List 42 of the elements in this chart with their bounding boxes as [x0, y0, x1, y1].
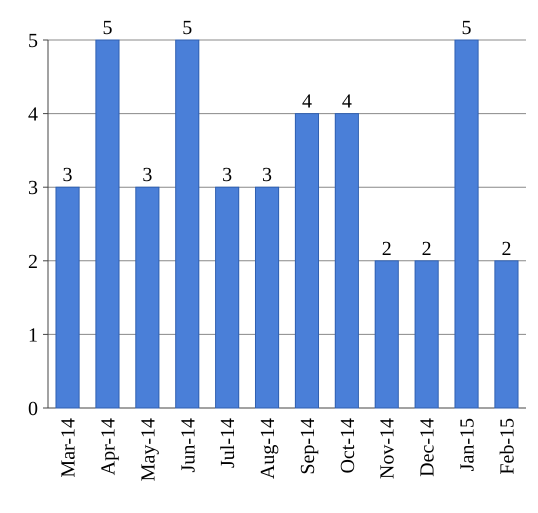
y-tick-label: 0: [28, 398, 38, 420]
x-tick-label: Jun-14: [177, 418, 200, 472]
data-label: 3: [142, 164, 152, 186]
data-label: 3: [62, 164, 73, 186]
y-tick-label: 5: [28, 30, 38, 52]
x-tick-label: Feb-15: [496, 418, 518, 475]
x-tick-label: Aug-14: [257, 418, 280, 480]
x-tick-label: Jan-15: [456, 418, 479, 472]
bar: [55, 186, 80, 408]
bar: [374, 260, 399, 408]
data-label: 5: [182, 17, 192, 39]
data-label: 3: [222, 164, 232, 186]
x-tick-label: May-14: [137, 418, 160, 482]
x-tick-label: Oct-14: [336, 418, 359, 474]
data-label: 4: [342, 90, 352, 113]
x-tick-label: Nov-14: [376, 418, 399, 480]
data-label: 4: [302, 90, 312, 113]
bar: [254, 186, 280, 408]
data-label: 5: [102, 17, 112, 39]
bar: [294, 113, 320, 408]
bar: [494, 260, 519, 408]
y-tick-label: 2: [28, 250, 38, 273]
x-tick-label: Apr-14: [97, 418, 120, 476]
y-tick-label: 1: [28, 324, 38, 346]
x-tick-label: Sep-14: [296, 418, 319, 475]
data-label: 3: [262, 164, 272, 186]
bar: [454, 40, 479, 408]
data-label: 2: [382, 238, 392, 260]
data-label: 5: [462, 17, 472, 39]
bar: [95, 40, 120, 408]
bar: [334, 113, 359, 408]
y-tick-label: 3: [28, 177, 38, 200]
x-tick-label: Jul-14: [217, 418, 240, 468]
bar: [135, 186, 160, 408]
data-label: 2: [422, 238, 432, 260]
y-tick-label: 4: [28, 104, 38, 126]
x-tick-label: Dec-14: [416, 418, 439, 477]
data-label: 2: [501, 238, 512, 260]
bar: [175, 40, 200, 408]
bar: [414, 260, 439, 408]
bar: [215, 186, 240, 408]
x-tick-label: Mar-14: [58, 418, 80, 478]
